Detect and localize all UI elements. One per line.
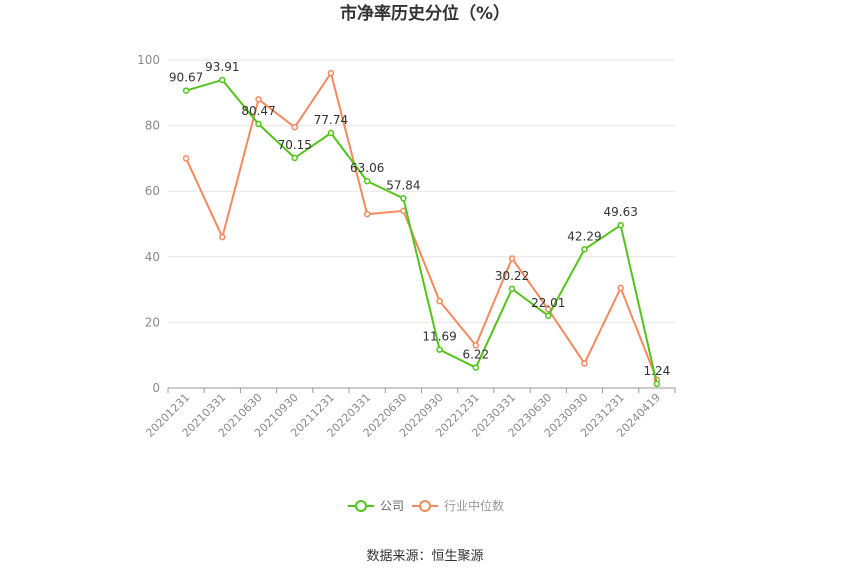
data-source: 数据来源：恒生聚源 <box>366 549 483 564</box>
data-point[interactable] <box>363 177 371 185</box>
data-point[interactable] <box>255 96 262 103</box>
legend-label-industry-median: 行业中位数 <box>444 498 504 513</box>
data-point[interactable] <box>472 364 480 371</box>
data-label: 63.06 <box>350 161 384 175</box>
data-point[interactable] <box>581 246 588 253</box>
data-point[interactable] <box>219 76 226 84</box>
series-lines <box>182 69 661 388</box>
data-point[interactable] <box>508 285 516 293</box>
data-point[interactable] <box>472 342 480 349</box>
data-point[interactable] <box>327 129 335 137</box>
legend-item-company[interactable]: 公司 <box>348 499 404 513</box>
data-point[interactable] <box>400 195 407 202</box>
data-label: 22.01 <box>531 296 565 310</box>
data-label: 30.22 <box>495 269 529 283</box>
y-tick-label: 40 <box>145 250 160 264</box>
y-tick-label: 0 <box>152 381 160 395</box>
y-tick-label: 60 <box>145 184 160 198</box>
data-point[interactable] <box>182 87 190 94</box>
data-label: 70.15 <box>278 138 312 152</box>
y-tick-label: 100 <box>137 53 160 67</box>
data-point[interactable] <box>508 255 516 262</box>
legend-item-industry-median[interactable]: 行业中位数 <box>412 498 504 513</box>
y-tick-label: 80 <box>145 119 160 133</box>
data-label: 11.69 <box>422 330 456 344</box>
data-point[interactable] <box>291 154 298 162</box>
grid <box>168 59 675 323</box>
data-point[interactable] <box>327 69 335 77</box>
series-line <box>185 78 658 385</box>
data-point[interactable] <box>617 221 624 229</box>
data-label: 49.63 <box>603 205 637 219</box>
data-point[interactable] <box>363 210 371 218</box>
series-company <box>182 76 661 388</box>
data-point[interactable] <box>219 233 226 241</box>
data-label: 57.84 <box>386 178 420 192</box>
data-label: 90.67 <box>169 71 203 85</box>
data-label: 77.74 <box>314 113 348 127</box>
chart-title: 市净率历史分位（%） <box>340 3 510 24</box>
data-label: 80.47 <box>241 104 275 118</box>
legend[interactable]: 公司 行业中位数 <box>348 498 504 513</box>
series-line <box>185 70 658 381</box>
data-point[interactable] <box>653 380 661 388</box>
y-tick-label: 20 <box>145 315 160 329</box>
data-point[interactable] <box>545 312 552 320</box>
data-point[interactable] <box>436 346 443 353</box>
data-point[interactable] <box>291 123 298 131</box>
data-point[interactable] <box>436 297 443 305</box>
x-axis: 2020123120210331202106302021093020211231… <box>143 387 676 440</box>
data-label: 6.22 <box>462 348 489 362</box>
data-label: 42.29 <box>567 229 601 243</box>
legend-marker-company <box>355 500 367 512</box>
data-point[interactable] <box>255 120 262 128</box>
data-label: 1.24 <box>644 364 671 378</box>
data-point[interactable] <box>581 360 588 367</box>
data-label: 93.91 <box>205 60 239 74</box>
y-axis-ticks: 0 20 40 60 80 100 <box>137 53 160 395</box>
legend-label-company: 公司 <box>380 499 404 513</box>
data-point[interactable] <box>182 155 190 162</box>
data-point[interactable] <box>617 284 624 292</box>
legend-marker-industry-median <box>419 500 431 512</box>
